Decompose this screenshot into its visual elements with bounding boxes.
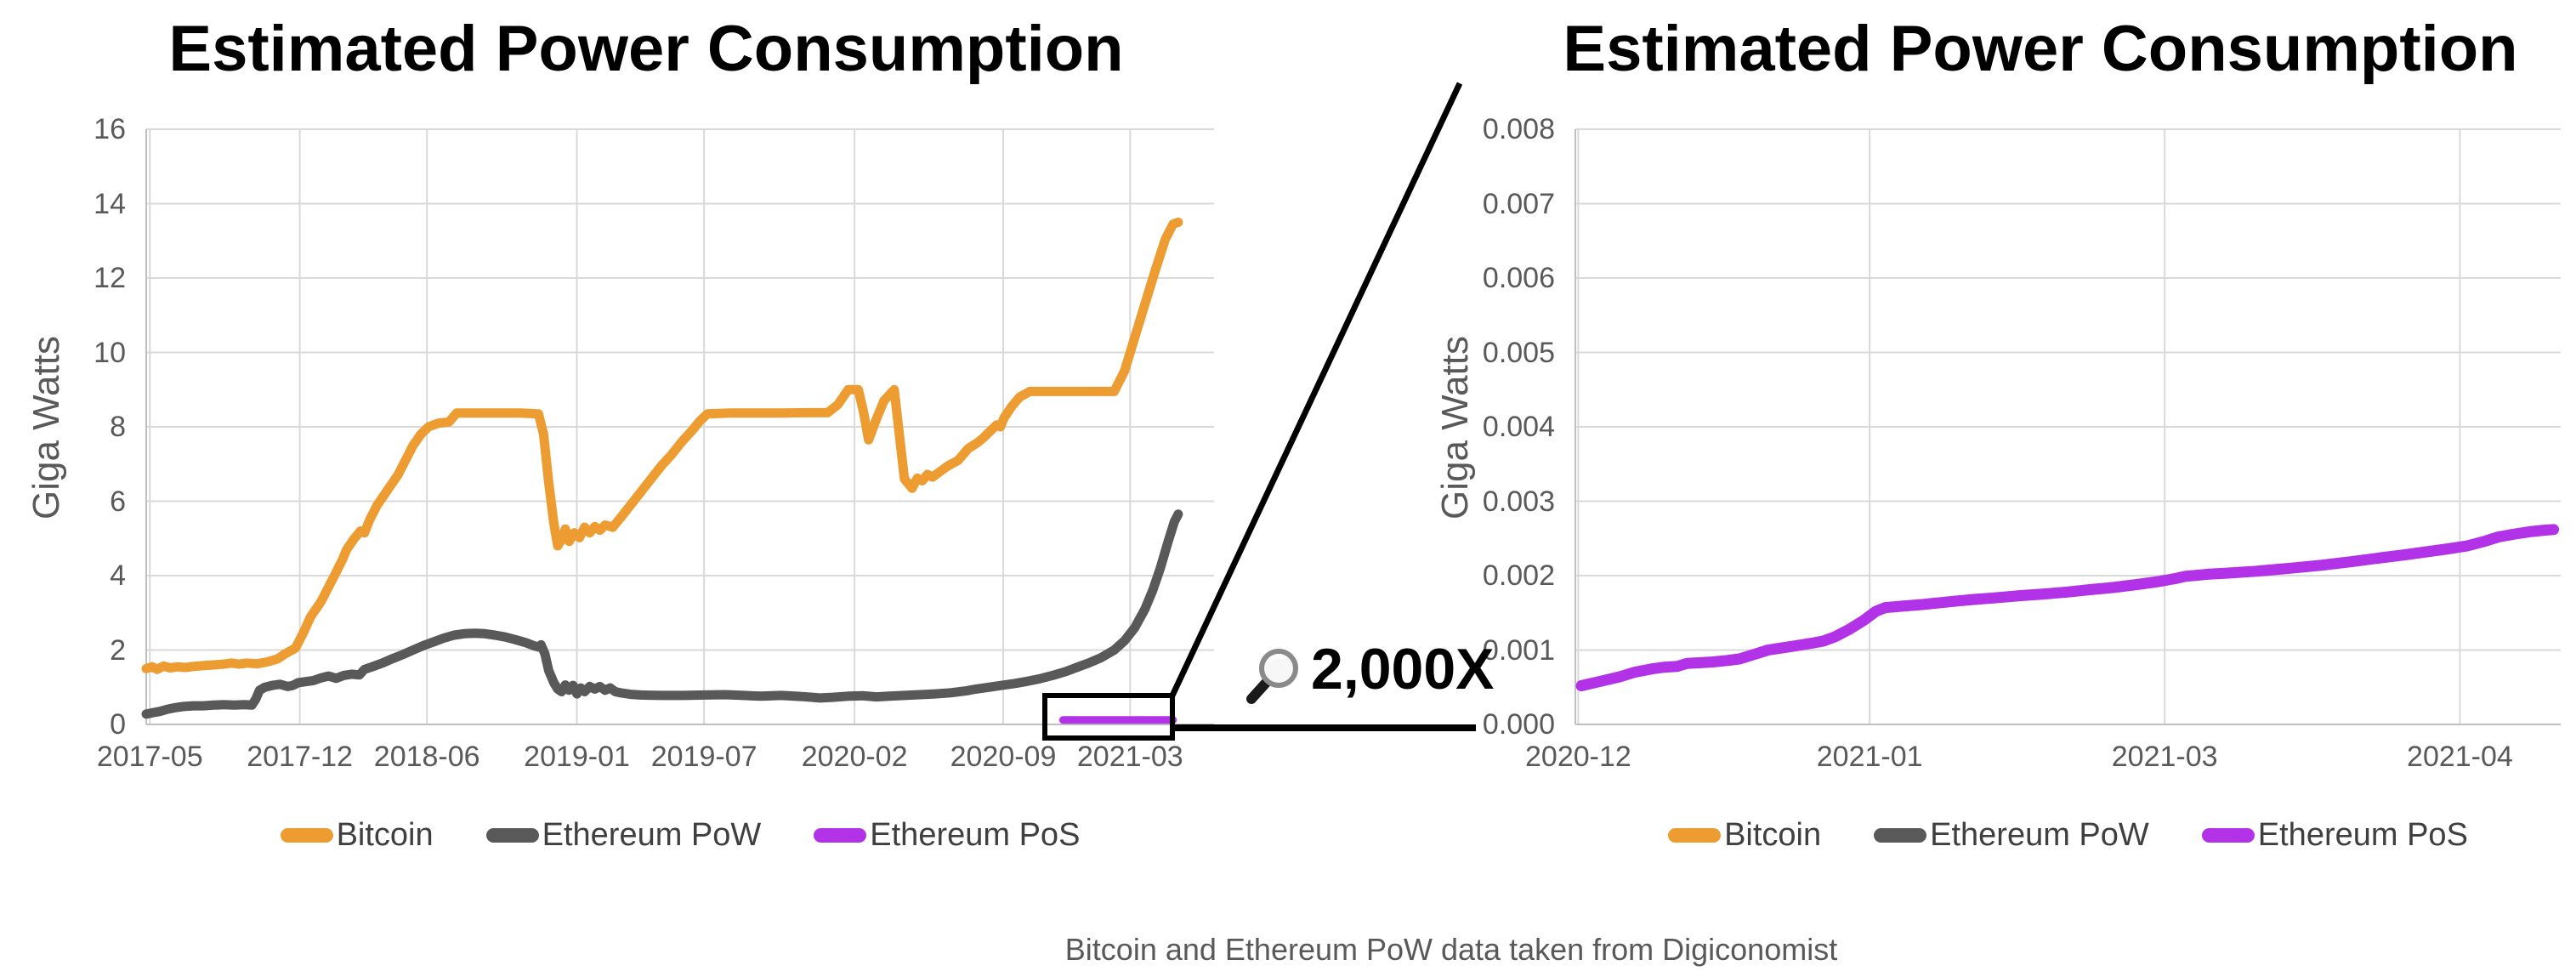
series-line-ethereum-pos [1575,524,2560,691]
y-tick-label: 10 [94,336,126,369]
x-tick-label: 2019-01 [524,741,630,773]
legend-item-bitcoin: Bitcoin [1668,817,1821,854]
y-tick-label: 12 [94,262,126,294]
x-tick-label: 2021-01 [1816,741,1923,773]
y-tick-label: 6 [110,485,126,518]
y-tick-label: 0.002 [1482,559,1555,592]
right-chart-title: Estimated Power Consumption [1563,13,2518,85]
y-tick-label: 0.007 [1482,187,1555,220]
legend-item-ethereum-pos: Ethereum PoS [814,817,1080,854]
y-tick-label: 0.006 [1482,262,1555,294]
y-tick-label: 0.005 [1482,336,1555,369]
x-tick-label: 2021-04 [2407,741,2513,773]
zoom-connector-top-line [1169,82,1463,697]
y-tick-label: 0.000 [1482,708,1555,741]
y-tick-label: 0.001 [1482,633,1555,667]
magnifying-glass-icon [1246,649,1298,704]
series-line-ethereum-pow [141,509,1183,719]
x-tick-label: 2020-12 [1525,741,1631,773]
x-tick-label: 2017-12 [247,741,353,773]
ethereum-pos-swatch-icon [814,827,867,843]
legend-label: Ethereum PoS [2257,816,2468,853]
right-chart: Giga Watts 0.000 0.001 0.002 0.003 0.004 0.00… [1434,113,2561,773]
x-tick-label: 2021-03 [2111,741,2218,773]
bitcoin-swatch-icon [1668,827,1722,843]
caption: Bitcoin and Ethereum PoW data taken from… [1064,932,1838,967]
x-tick-label: 2017-05 [96,741,203,773]
y-tick-label: 0 [110,708,126,741]
plot-area [1575,128,2561,725]
legend-label: Bitcoin [1724,816,1822,853]
y-tick-label: 2 [110,633,126,667]
magnification-label: 2,000X [1311,637,1495,701]
left-legend: Bitcoin Ethereum PoW Ethereum PoS [146,815,1214,855]
legend-item-ethereum-pow: Ethereum PoW [485,816,762,854]
left-chart-title: Estimated Power Consumption [168,13,1124,85]
y-tick-label: 0.004 [1482,411,1555,443]
legend-item-ethereum-pos: Ethereum PoS [2201,816,2468,854]
ethereum-pos-swatch-icon [2201,827,2255,843]
y-tick-label: 0.008 [1482,113,1555,145]
legend-label: Bitcoin [336,816,434,853]
y-tick-label: 0.003 [1482,485,1555,518]
y-tick-label: 14 [94,187,126,220]
y-tick-label: 4 [110,559,126,592]
legend-label: Ethereum PoS [870,816,1081,853]
series-line-bitcoin [141,217,1183,674]
y-tick-label: 16 [94,113,126,145]
x-tick-label: 2020-09 [950,741,1057,773]
ethereum-pow-swatch-icon [485,827,539,843]
legend-item-ethereum-pow: Ethereum PoW [1874,817,2149,854]
right-legend: Bitcoin Ethereum PoW Ethereum PoS [1575,815,2561,855]
legend-label: Ethereum PoW [542,816,762,853]
legend-item-bitcoin: Bitcoin [280,816,434,854]
ethereum-pow-swatch-icon [1874,827,1927,843]
zoom-box [1042,693,1175,741]
x-tick-label: 2020-02 [801,741,908,773]
left-chart: Giga Watts 0 2 4 6 8 10 12 14 16 2017-05 2017-12 20… [26,113,1214,773]
legend-label: Ethereum PoW [1930,816,2149,853]
plot-area [141,128,1214,725]
x-tick-label: 2021-03 [1076,741,1183,773]
x-tick-label: 2018-06 [373,741,480,773]
x-tick-label: 2019-07 [650,741,757,773]
y-tick-label: 8 [110,411,126,443]
bitcoin-swatch-icon [280,827,333,843]
